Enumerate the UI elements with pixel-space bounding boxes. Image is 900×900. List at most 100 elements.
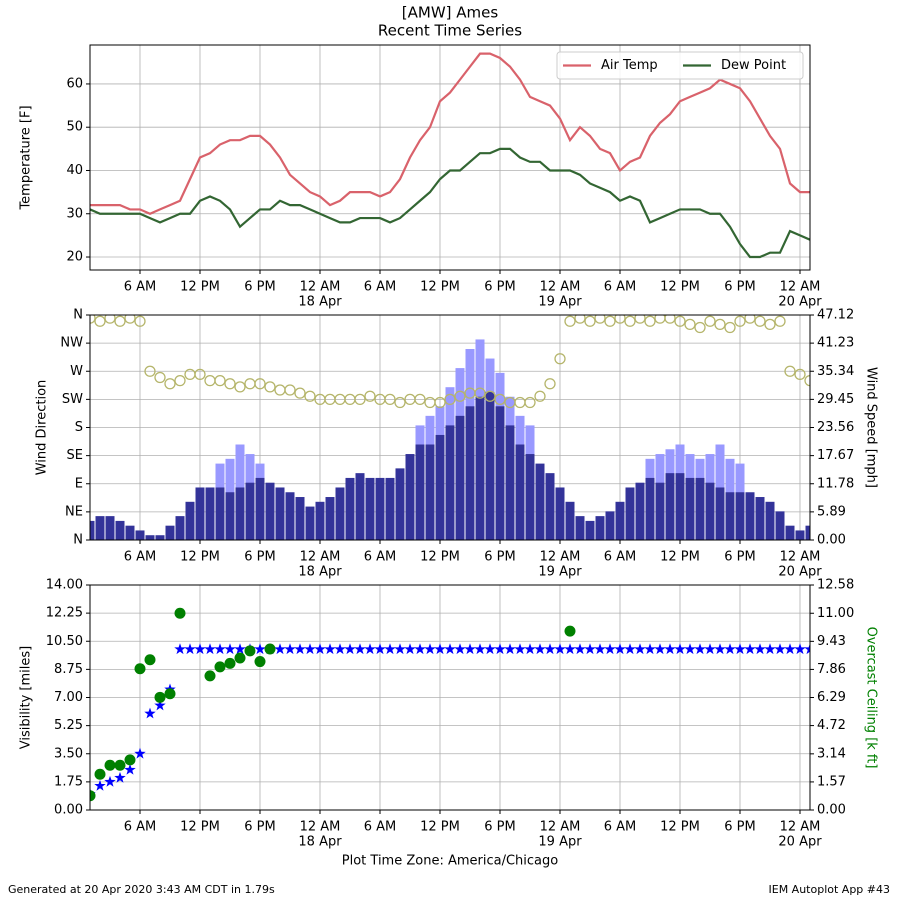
bar bbox=[115, 520, 125, 540]
bar bbox=[765, 501, 775, 540]
star-marker bbox=[774, 643, 786, 655]
bar bbox=[445, 425, 455, 540]
star-marker bbox=[594, 643, 606, 655]
circle-marker bbox=[284, 384, 296, 396]
bar bbox=[505, 425, 515, 540]
circle-marker bbox=[524, 396, 536, 409]
circle-marker bbox=[804, 374, 810, 387]
circle-marker bbox=[354, 393, 366, 406]
circle-marker bbox=[614, 315, 626, 324]
circle-marker bbox=[234, 381, 246, 393]
x-tick-label: 6 PM bbox=[484, 280, 515, 295]
circle-marker bbox=[484, 390, 496, 402]
x-tick-label: 12 AM bbox=[300, 280, 341, 295]
y-tick-label: 5.25 bbox=[54, 718, 83, 733]
x-tick-label: 12 AM bbox=[540, 280, 581, 295]
x-tick-label: 6 AM bbox=[604, 280, 637, 295]
y-tick-label: SW bbox=[62, 392, 83, 407]
circle-marker bbox=[564, 625, 576, 637]
circle-marker bbox=[244, 378, 256, 390]
circle-marker bbox=[164, 378, 176, 390]
bar bbox=[105, 516, 115, 540]
bar bbox=[155, 535, 165, 540]
circle-marker bbox=[174, 607, 186, 619]
x-tick-date: 19 Apr bbox=[538, 565, 582, 580]
bar bbox=[585, 520, 595, 540]
star-marker bbox=[454, 643, 466, 655]
bar bbox=[785, 525, 795, 540]
legend-label: Air Temp bbox=[601, 58, 658, 73]
y-tick-label: 20 bbox=[66, 250, 83, 265]
bar bbox=[325, 497, 335, 540]
circle-marker bbox=[124, 754, 136, 766]
y2-tick-label: 11.00 bbox=[817, 606, 854, 621]
bar bbox=[465, 406, 475, 540]
star-marker bbox=[134, 747, 146, 759]
circle-marker bbox=[774, 315, 786, 327]
circle-marker bbox=[444, 393, 456, 406]
footer-right: IEM Autoplot App #43 bbox=[769, 883, 891, 896]
x-tick-label: 12 PM bbox=[660, 550, 700, 565]
bar bbox=[515, 444, 525, 540]
y2-tick-label: 12.58 bbox=[817, 578, 854, 593]
bar bbox=[305, 506, 315, 540]
star-marker bbox=[344, 643, 356, 655]
bar bbox=[685, 477, 695, 540]
bar bbox=[335, 487, 345, 540]
circle-marker bbox=[144, 365, 156, 377]
star-marker bbox=[764, 643, 776, 655]
star-marker bbox=[424, 643, 436, 655]
y-tick-label: NE bbox=[65, 504, 83, 519]
star-marker bbox=[374, 643, 386, 655]
x-tick-label: 12 PM bbox=[420, 280, 460, 295]
y2-tick-label: 41.23 bbox=[817, 336, 854, 351]
axes-frame bbox=[89, 314, 811, 541]
star-marker bbox=[534, 643, 546, 655]
y2-tick-label: 7.86 bbox=[817, 662, 846, 677]
x-tick-label: 12 PM bbox=[180, 550, 220, 565]
circle-marker bbox=[784, 365, 796, 377]
bar bbox=[315, 501, 325, 540]
circle-marker bbox=[274, 384, 286, 396]
bar bbox=[145, 535, 155, 540]
star-marker bbox=[444, 643, 456, 655]
x-tick-label: 6 PM bbox=[484, 820, 515, 835]
star-marker bbox=[384, 643, 396, 655]
circle-marker bbox=[294, 387, 306, 399]
y2-tick-label: 1.57 bbox=[817, 774, 846, 789]
bar bbox=[205, 487, 215, 540]
circle-marker bbox=[194, 368, 206, 381]
circle-marker bbox=[234, 652, 246, 664]
x-tick-date: 18 Apr bbox=[298, 565, 342, 580]
bar bbox=[735, 492, 745, 540]
circle-marker bbox=[254, 656, 266, 668]
circle-marker bbox=[584, 315, 596, 327]
circle-marker bbox=[624, 315, 636, 327]
bar bbox=[355, 473, 365, 540]
star-marker bbox=[614, 643, 626, 655]
circle-marker bbox=[754, 315, 766, 327]
bar bbox=[755, 497, 765, 540]
y-tick-label: SE bbox=[67, 448, 83, 463]
bar bbox=[395, 468, 405, 540]
y-tick-label: 40 bbox=[66, 163, 83, 178]
star-marker bbox=[624, 643, 636, 655]
circle-marker bbox=[164, 688, 176, 700]
star-marker bbox=[194, 643, 206, 655]
bar bbox=[525, 454, 535, 540]
x-axis-label: Plot Time Zone: America/Chicago bbox=[342, 854, 558, 869]
circle-marker bbox=[224, 657, 236, 669]
bar bbox=[275, 487, 285, 540]
bar bbox=[285, 492, 295, 540]
star-marker bbox=[694, 643, 706, 655]
y2-tick-label: 4.72 bbox=[817, 718, 846, 733]
legend-box bbox=[556, 51, 804, 80]
y2-tick-label: 0.00 bbox=[817, 803, 846, 818]
bar bbox=[405, 454, 415, 540]
bar bbox=[725, 492, 735, 540]
circle-marker bbox=[564, 315, 576, 327]
star-marker bbox=[104, 775, 116, 787]
subtitle: Recent Time Series bbox=[378, 22, 522, 40]
x-tick-label: 6 PM bbox=[484, 550, 515, 565]
